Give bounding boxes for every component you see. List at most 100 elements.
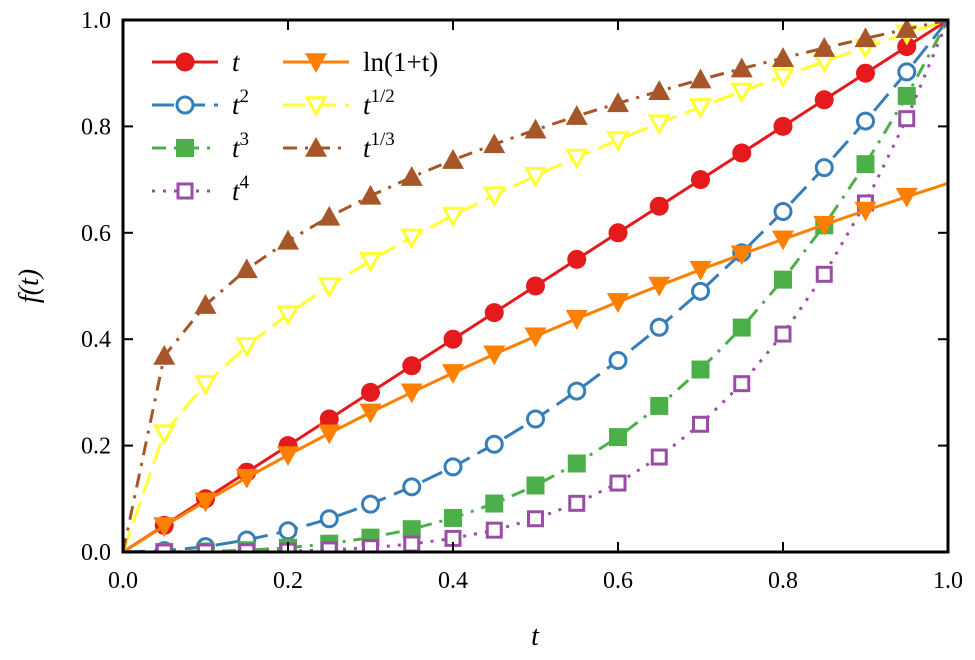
y-tick-label: 0.2 <box>81 434 111 460</box>
data-point <box>526 276 545 296</box>
data-point <box>483 345 506 366</box>
data-point <box>648 80 671 100</box>
data-point <box>856 63 875 83</box>
data-point <box>235 258 258 279</box>
legend-item: t3 <box>152 129 249 163</box>
data-point <box>318 205 341 226</box>
series-line <box>123 20 948 552</box>
data-point <box>606 131 630 153</box>
series-layer <box>123 20 948 552</box>
y-axis-label: f(t) <box>14 269 45 303</box>
data-point <box>526 476 545 495</box>
legend-item: t4 <box>152 172 250 206</box>
data-point <box>730 245 753 266</box>
data-point <box>773 116 793 136</box>
series-line <box>123 20 948 552</box>
data-point <box>732 318 751 337</box>
data-point <box>235 337 259 359</box>
data-point <box>442 149 464 169</box>
legend-label: t2 <box>232 86 249 120</box>
data-point <box>194 492 217 513</box>
data-point <box>402 356 422 376</box>
data-point <box>400 166 423 186</box>
x-tick-label: 0.4 <box>438 568 468 594</box>
data-point <box>649 317 669 337</box>
plot-frame <box>121 18 950 554</box>
data-point <box>688 98 713 119</box>
data-point <box>362 539 379 552</box>
data-point <box>482 186 506 208</box>
y-tick-label: 0.8 <box>81 114 111 140</box>
data-point <box>277 446 299 467</box>
legend-item: t <box>152 47 241 77</box>
data-point <box>608 223 628 243</box>
data-point <box>689 68 712 89</box>
data-point <box>359 184 382 205</box>
data-point <box>194 294 217 314</box>
data-point <box>359 403 382 424</box>
data-point <box>814 158 834 178</box>
legend-marker <box>175 95 195 115</box>
data-point <box>524 327 547 348</box>
x-tick-label: 0.6 <box>603 568 633 594</box>
data-point <box>730 82 754 104</box>
data-point <box>856 111 875 131</box>
data-point <box>774 270 792 289</box>
data-point <box>153 345 176 365</box>
data-point <box>733 375 751 393</box>
data-point <box>773 202 793 222</box>
legend: t t2 t3 t4 ln(1+t) t1/2 t1/3 <box>152 47 438 206</box>
y-tick-label: 1.0 <box>81 8 111 34</box>
data-point <box>443 457 463 477</box>
data-point <box>647 114 671 136</box>
data-point <box>692 415 709 433</box>
x-tick-label: 0.2 <box>273 568 303 594</box>
data-point <box>565 310 588 330</box>
data-point <box>732 143 752 163</box>
data-point <box>443 329 463 349</box>
legend-item: t1/3 <box>283 129 395 163</box>
y-tick-label: 0.6 <box>81 221 111 247</box>
series-4 <box>123 181 948 552</box>
data-point <box>319 509 339 529</box>
data-point <box>815 265 833 283</box>
series-line <box>123 181 948 552</box>
data-point <box>485 521 503 539</box>
data-point <box>691 281 710 301</box>
data-point <box>527 510 544 528</box>
x-tick-label: 0.8 <box>768 568 798 594</box>
data-point <box>524 118 547 139</box>
legend-marker <box>305 53 327 73</box>
data-point <box>608 350 628 370</box>
data-point <box>276 305 300 327</box>
legend-label: t3 <box>232 129 249 163</box>
data-point <box>153 517 176 538</box>
data-point <box>526 409 545 429</box>
data-point <box>319 409 339 429</box>
data-point <box>814 90 834 110</box>
data-point <box>152 424 176 446</box>
data-point <box>774 325 792 343</box>
legend-marker <box>305 137 327 157</box>
legend-label: ln(1+t) <box>363 47 438 77</box>
data-point <box>484 434 504 454</box>
data-point <box>523 167 548 188</box>
data-point <box>813 215 836 236</box>
x-tick-label: 0.0 <box>108 568 138 594</box>
data-point <box>772 47 794 67</box>
y-tick-label: 0.0 <box>81 540 111 566</box>
x-tick-label: 1.0 <box>933 568 963 594</box>
data-point <box>277 229 299 250</box>
data-point <box>854 27 877 48</box>
data-point <box>193 375 218 396</box>
legend-label: t1/2 <box>363 86 395 120</box>
legend-marker <box>175 52 195 72</box>
x-axis-label: t <box>531 621 540 652</box>
data-point <box>609 474 627 492</box>
data-point <box>689 260 712 281</box>
data-point <box>567 249 587 269</box>
data-point <box>607 92 629 113</box>
data-point <box>897 86 916 105</box>
series-6 <box>123 20 948 552</box>
data-point <box>609 428 627 447</box>
